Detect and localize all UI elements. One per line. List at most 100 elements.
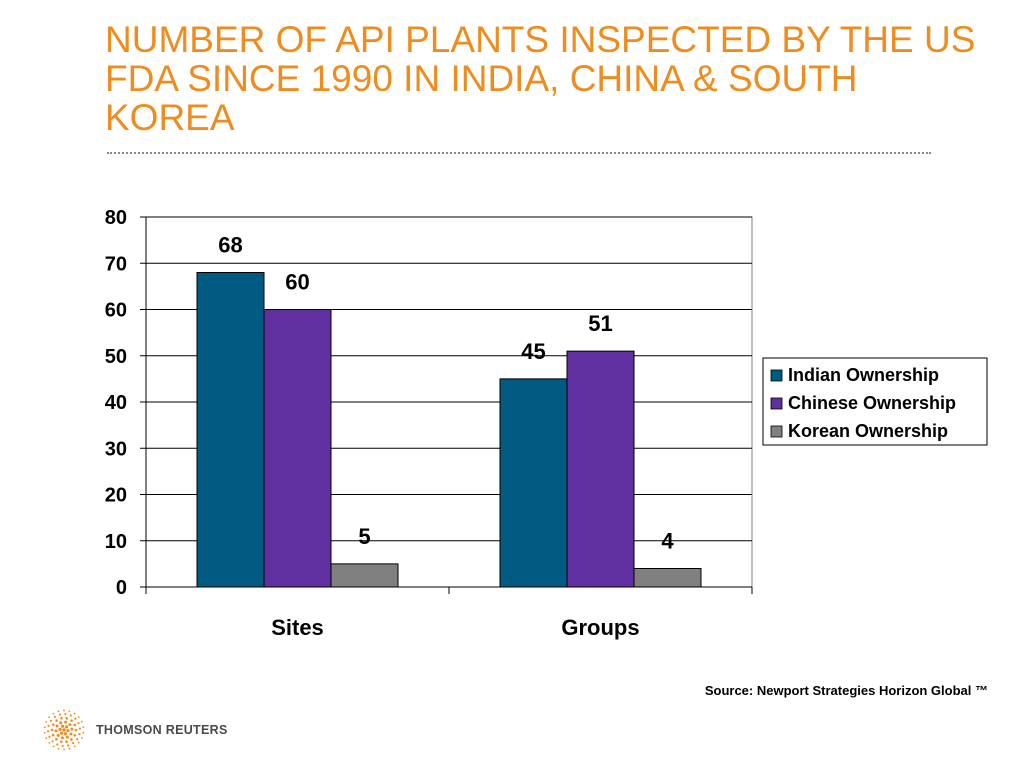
data-label: 51 <box>588 311 612 336</box>
logo-dot <box>73 734 77 737</box>
logo-dot <box>70 727 74 731</box>
logo-dot <box>73 712 76 715</box>
legend-swatch <box>770 425 783 438</box>
y-tick-label: 10 <box>105 531 127 553</box>
thomson-reuters-logo: THOMSON REUTERS <box>42 708 228 752</box>
data-label: 45 <box>521 339 545 364</box>
legend-label: Korean Ownership <box>788 421 948 441</box>
title-divider <box>107 152 931 154</box>
y-tick-label: 70 <box>105 253 127 275</box>
logo-dot <box>61 744 64 748</box>
logo-dot <box>78 733 81 736</box>
logo-dot <box>68 723 72 727</box>
logo-dot <box>51 740 54 743</box>
logo-dot <box>63 732 68 736</box>
logo-dot <box>80 720 83 723</box>
logo-dot <box>63 748 65 751</box>
logo-dot <box>53 715 56 718</box>
logo-dot <box>55 719 58 722</box>
logo-dot <box>59 721 63 725</box>
logo-dot <box>52 745 55 748</box>
logo-dot <box>82 731 85 734</box>
logo-dot <box>52 712 55 715</box>
logo-dot <box>57 747 60 750</box>
legend-swatch <box>770 397 783 410</box>
logo-dot <box>77 722 80 725</box>
logo-dot <box>77 716 80 719</box>
data-label: 5 <box>358 524 370 549</box>
logo-dot <box>73 745 76 748</box>
logo-dot <box>76 738 79 741</box>
logo-dot <box>59 731 64 735</box>
logo-dot <box>82 726 85 729</box>
logo-dot <box>47 724 50 727</box>
y-tick-label: 0 <box>116 577 127 599</box>
logo-dot <box>69 732 73 736</box>
logo-dot <box>74 728 78 732</box>
logo-dot <box>51 733 55 737</box>
bar-korean-ownership <box>633 568 702 588</box>
logo-dot <box>64 725 69 729</box>
logo-dot <box>70 738 73 741</box>
logo-dot <box>74 717 77 720</box>
logo-dot <box>50 728 54 732</box>
logo-dot <box>80 737 83 739</box>
logo-dot <box>65 717 69 720</box>
source-note: Source: Newport Strategies Horizon Globa… <box>704 683 988 698</box>
logo-dot <box>55 738 58 741</box>
logo-dot <box>54 729 58 733</box>
bar-indian-ownership <box>499 378 568 588</box>
logo-dot <box>45 737 48 740</box>
data-label: 60 <box>285 270 309 295</box>
logo-dot <box>58 713 61 716</box>
legend-label: Chinese Ownership <box>788 393 956 413</box>
logo-dot <box>72 742 75 745</box>
logo-dot <box>69 714 72 717</box>
logo-dot <box>59 740 63 743</box>
y-tick-label: 60 <box>105 300 127 322</box>
y-tick-label: 40 <box>105 392 127 414</box>
data-label: 4 <box>661 529 674 554</box>
logo-dot <box>43 731 46 734</box>
logo-dot <box>60 716 63 720</box>
logo-dot <box>48 741 51 744</box>
logo-dot <box>68 747 71 750</box>
bar-indian-ownership <box>196 272 265 588</box>
logo-dot <box>65 735 69 739</box>
logo-dot <box>62 728 66 732</box>
y-tick-label: 20 <box>105 485 127 507</box>
logo-dot <box>77 741 80 744</box>
logo-dot <box>68 710 71 713</box>
thomson-reuters-sphere-icon <box>43 709 85 751</box>
logo-dot <box>46 730 50 733</box>
legend <box>762 357 988 446</box>
logo-dot <box>56 733 60 737</box>
logo-dot <box>48 716 51 719</box>
logo-dot <box>48 735 51 738</box>
data-label: 68 <box>218 233 242 258</box>
logo-dot <box>57 710 60 713</box>
logo-dot <box>58 727 62 731</box>
logo-dot <box>78 727 82 730</box>
logo-dot <box>56 743 59 746</box>
bar-korean-ownership <box>330 563 399 588</box>
logo-dot <box>45 721 48 723</box>
logo-dot <box>70 719 73 722</box>
legend-label: Indian Ownership <box>788 365 939 385</box>
logo-dot <box>67 744 70 747</box>
slide-title: NUMBER OF API PLANTS INSPECTED BY THE US… <box>105 19 976 138</box>
logo-dot <box>64 720 68 724</box>
category-label: Sites <box>271 615 324 640</box>
logo-dot <box>55 724 59 728</box>
logo-dot <box>60 736 64 740</box>
logo-dot <box>65 740 68 744</box>
logo-dot <box>49 719 52 722</box>
logo-dot <box>64 712 67 716</box>
y-tick-label: 50 <box>105 346 127 368</box>
bar-chinese-ownership <box>566 350 635 588</box>
logo-dot <box>51 723 55 726</box>
y-tick-label: 80 <box>105 207 127 229</box>
legend-swatch <box>770 369 783 382</box>
logo-wordmark: THOMSON REUTERS <box>96 723 228 737</box>
logo-dot <box>60 724 65 728</box>
